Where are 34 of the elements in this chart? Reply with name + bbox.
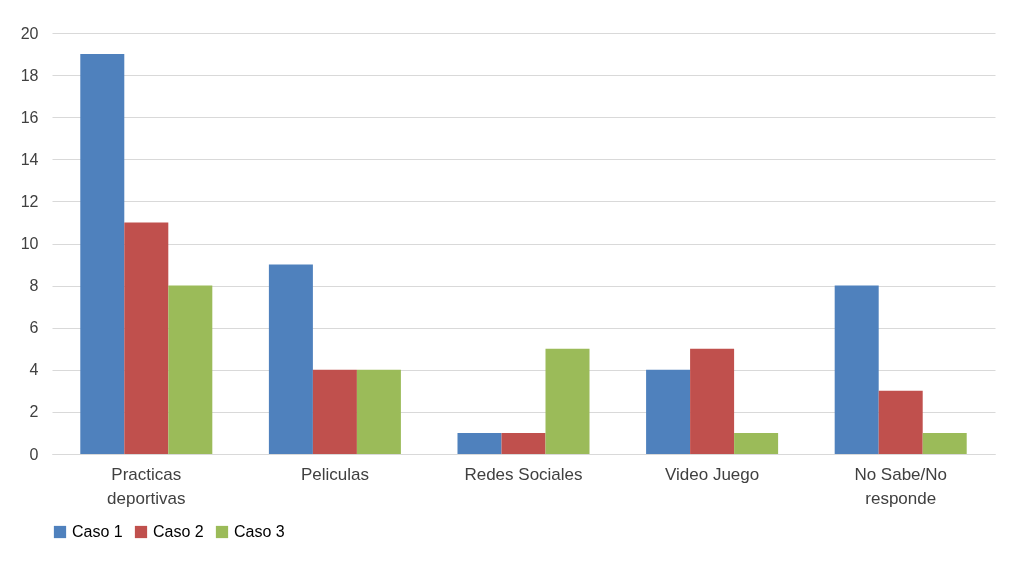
bar	[878, 390, 923, 454]
y-tick-label: 8	[29, 277, 39, 295]
y-tick-label: 18	[20, 66, 39, 84]
y-tick-label: 20	[20, 24, 39, 42]
bar	[124, 222, 169, 454]
bar	[80, 54, 125, 454]
bar	[734, 432, 779, 454]
bar	[168, 285, 213, 454]
y-tick-label: 6	[29, 319, 39, 337]
x-tick-label: Video Juego	[664, 464, 760, 484]
legend-label: Caso 2	[153, 523, 204, 540]
y-tick-label: 10	[20, 235, 39, 252]
legend-label: Caso 1	[72, 523, 123, 540]
bar	[356, 369, 401, 454]
x-tick-label: No Sabe/No responde	[854, 464, 948, 508]
y-tick-label: 12	[20, 192, 39, 210]
x-tick-label: Peliculas	[300, 464, 369, 484]
bar	[646, 369, 691, 454]
bar	[501, 432, 546, 454]
bar	[545, 348, 590, 454]
bar	[268, 264, 313, 454]
bar	[922, 432, 967, 454]
x-tick-label: Practicas deportivas	[107, 464, 186, 508]
bar	[457, 432, 502, 454]
x-tick-label: Redes Sociales	[464, 464, 583, 484]
bar	[690, 348, 735, 454]
y-tick-label: 4	[29, 361, 39, 379]
y-tick-label: 2	[29, 403, 39, 421]
y-tick-label: 16	[20, 108, 39, 126]
bar	[834, 285, 879, 454]
y-tick-label: 14	[20, 150, 39, 168]
y-tick-label: 0	[29, 445, 39, 463]
legend-label: Caso 3	[234, 523, 285, 540]
bar	[312, 369, 357, 454]
